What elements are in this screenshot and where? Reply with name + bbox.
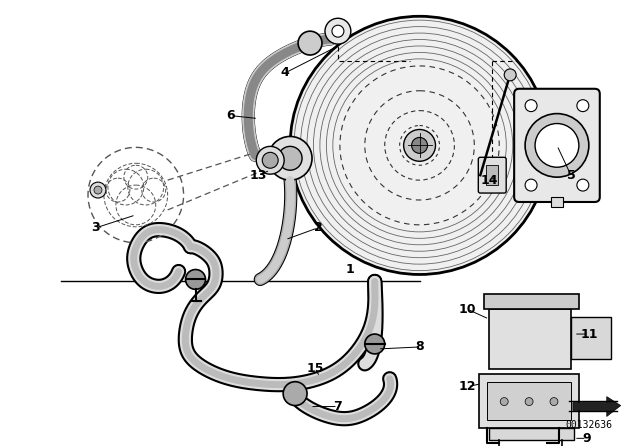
Circle shape <box>283 382 307 405</box>
Text: 10: 10 <box>459 303 476 316</box>
Circle shape <box>504 69 516 81</box>
Bar <box>489 428 574 440</box>
Text: 9: 9 <box>582 432 591 445</box>
Circle shape <box>332 25 344 37</box>
Bar <box>484 294 579 309</box>
FancyBboxPatch shape <box>514 89 600 202</box>
Bar <box>486 165 498 185</box>
Circle shape <box>262 152 278 168</box>
Bar <box>571 317 611 359</box>
Circle shape <box>290 16 549 275</box>
Text: 11: 11 <box>580 327 598 340</box>
Text: 7: 7 <box>333 400 342 413</box>
Circle shape <box>278 146 302 170</box>
Circle shape <box>550 398 558 405</box>
Circle shape <box>577 100 589 112</box>
Circle shape <box>535 124 579 167</box>
Circle shape <box>298 31 322 55</box>
Text: 6: 6 <box>226 109 235 122</box>
Circle shape <box>412 138 428 153</box>
Text: 14: 14 <box>481 174 498 187</box>
Circle shape <box>268 137 312 180</box>
Circle shape <box>525 100 537 112</box>
Circle shape <box>577 179 589 191</box>
Circle shape <box>525 114 589 177</box>
Text: 12: 12 <box>459 380 476 393</box>
Circle shape <box>500 398 508 405</box>
Circle shape <box>90 182 106 198</box>
Text: 2: 2 <box>314 221 323 234</box>
Circle shape <box>365 334 385 354</box>
FancyBboxPatch shape <box>478 157 506 193</box>
Circle shape <box>404 129 435 161</box>
Text: 5: 5 <box>566 168 575 182</box>
Text: 00132636: 00132636 <box>565 420 612 431</box>
Circle shape <box>525 398 533 405</box>
Circle shape <box>94 186 102 194</box>
Bar <box>487 382 571 421</box>
Text: 1: 1 <box>346 263 355 276</box>
Text: 13: 13 <box>250 168 267 182</box>
Circle shape <box>256 146 284 174</box>
Text: 8: 8 <box>415 340 424 353</box>
Circle shape <box>186 270 205 289</box>
Bar <box>489 309 571 369</box>
Text: 4: 4 <box>281 66 289 79</box>
Text: 15: 15 <box>307 362 324 375</box>
Circle shape <box>325 18 351 44</box>
Bar <box>551 197 563 207</box>
Bar <box>479 374 579 428</box>
Polygon shape <box>573 396 621 417</box>
Circle shape <box>525 179 537 191</box>
Text: 3: 3 <box>92 221 100 234</box>
